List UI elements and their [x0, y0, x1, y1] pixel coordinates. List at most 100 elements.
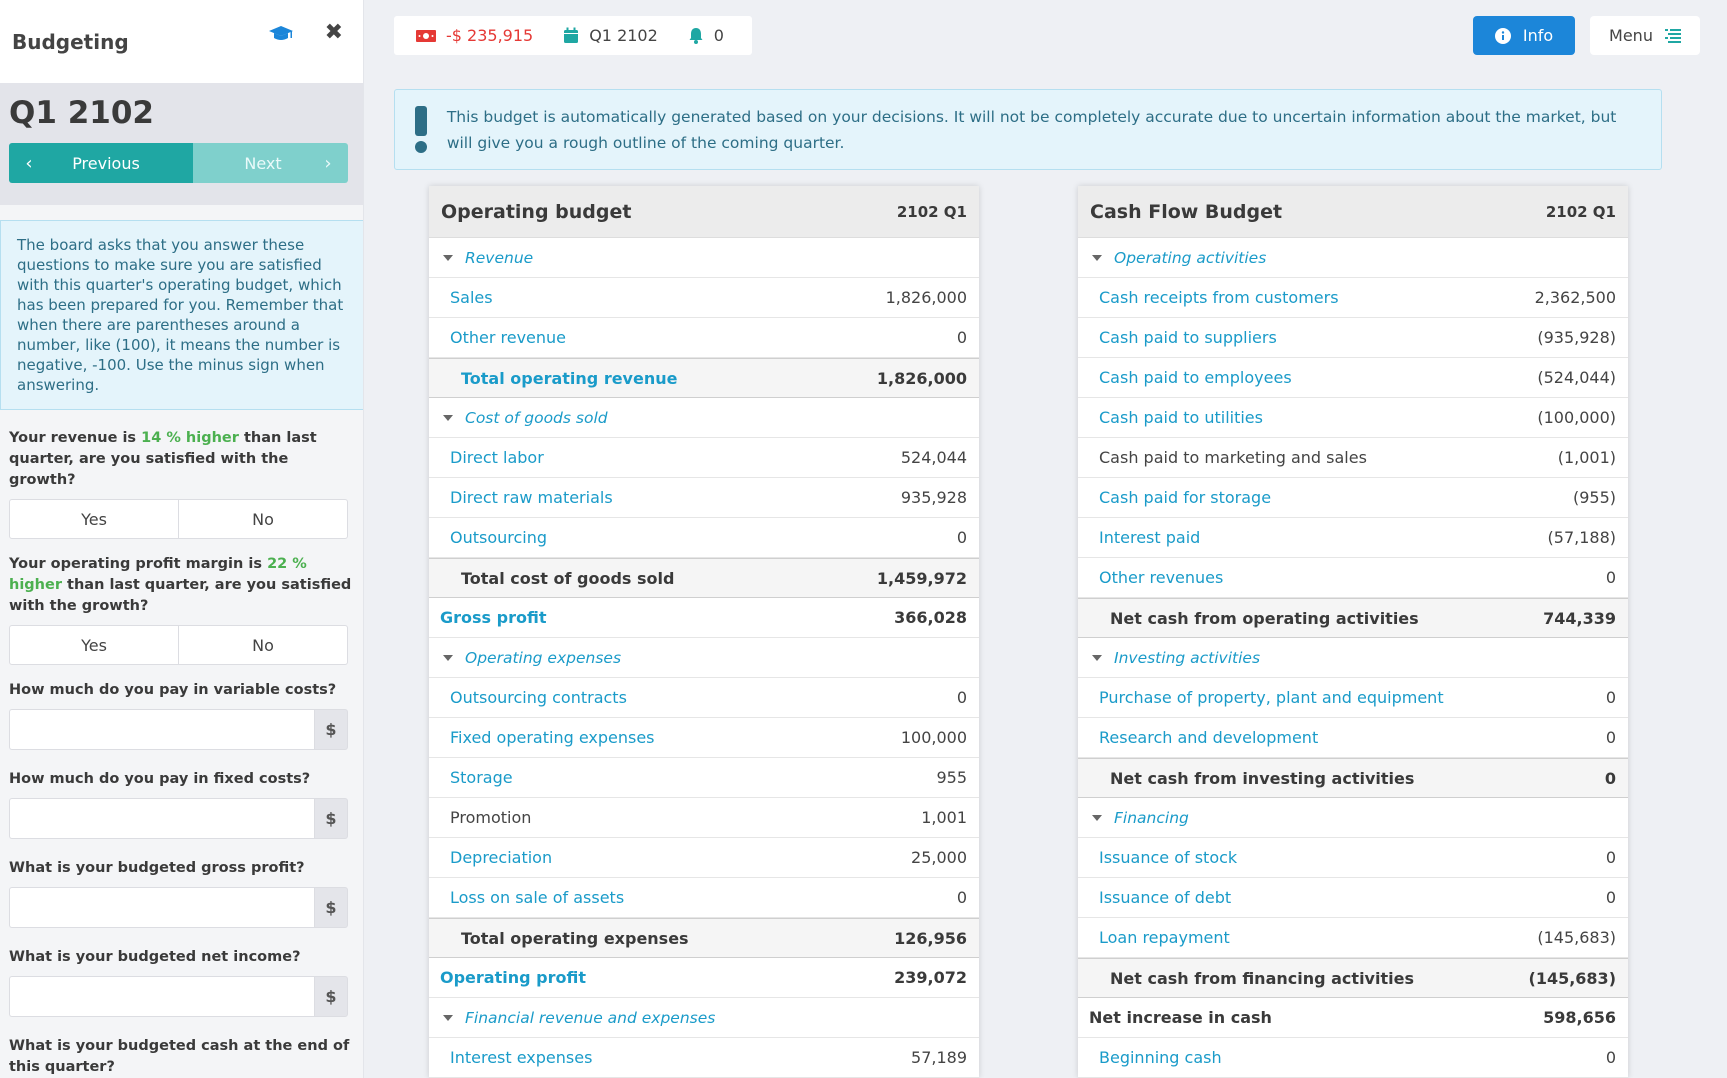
chevron-left-icon: ‹ [25, 152, 33, 174]
variable-costs-input[interactable] [9, 709, 314, 750]
money-bill-icon [416, 29, 436, 42]
section-financing[interactable]: Financing [1078, 798, 1628, 838]
row-link[interactable]: Other revenue [450, 328, 567, 347]
row-value: (935,928) [1537, 328, 1616, 347]
row-value: 366,028 [894, 608, 967, 627]
row-link[interactable]: Beginning cash [1099, 1048, 1222, 1067]
row-link[interactable]: Interest paid [1099, 528, 1201, 547]
row-link[interactable]: Outsourcing [450, 528, 548, 547]
quarter-block: Q1 2102 ‹ Previous Next › [0, 83, 363, 205]
section-operating-activities[interactable]: Operating activities [1078, 238, 1628, 278]
graduation-cap-icon[interactable] [269, 24, 293, 44]
row-link[interactable]: Other revenues [1099, 568, 1224, 587]
table-row: Storage 955 [429, 758, 979, 798]
previous-label: Previous [72, 153, 140, 173]
row-link[interactable]: Loan repayment [1099, 928, 1230, 947]
margin-no-button[interactable]: No [252, 635, 274, 655]
row-link[interactable]: Operating profit [440, 968, 586, 987]
row-link[interactable]: Issuance of stock [1099, 848, 1238, 867]
row-value: (145,683) [1537, 928, 1616, 947]
table-row: Cash paid to employees (524,044) [1078, 358, 1628, 398]
row-value: 1,001 [921, 808, 967, 827]
quarter-value: Q1 2102 [589, 26, 658, 45]
row-link[interactable]: Fixed operating expenses [450, 728, 655, 747]
row-link[interactable]: Direct labor [450, 448, 544, 467]
grand-row: Net increase in cash 598,656 [1078, 998, 1628, 1038]
row-link[interactable]: Gross profit [440, 608, 547, 627]
table-row: Cash receipts from customers 2,362,500 [1078, 278, 1628, 318]
caret-down-icon [1092, 654, 1102, 661]
margin-yes-button[interactable]: Yes [10, 626, 179, 664]
table-row: Purchase of property, plant and equipmen… [1078, 678, 1628, 718]
row-link[interactable]: Purchase of property, plant and equipmen… [1099, 688, 1444, 707]
row-value: 744,339 [1543, 608, 1616, 628]
table-row: Cash paid for storage (955) [1078, 478, 1628, 518]
row-link[interactable]: Cash receipts from customers [1099, 288, 1339, 307]
currency-addon: $ [314, 976, 348, 1017]
row-link[interactable]: Loss on sale of assets [450, 888, 625, 907]
section-financial[interactable]: Financial revenue and expenses [429, 998, 979, 1038]
row-label: Total operating expenses [461, 928, 689, 948]
row-link[interactable]: Depreciation [450, 848, 553, 867]
caret-down-icon [443, 654, 453, 661]
info-button[interactable]: Info [1473, 16, 1575, 55]
row-label: Total cost of goods sold [461, 568, 675, 588]
revenue-no-button[interactable]: No [252, 509, 274, 529]
table-row: Cash paid to suppliers (935,928) [1078, 318, 1628, 358]
table-row: Issuance of stock 0 [1078, 838, 1628, 878]
sidebar-title: Budgeting [12, 29, 129, 54]
section-investing-activities[interactable]: Investing activities [1078, 638, 1628, 678]
previous-button[interactable]: ‹ Previous [9, 143, 193, 183]
caret-down-icon [443, 1014, 453, 1021]
row-link[interactable]: Cash paid for storage [1099, 488, 1272, 507]
row-link[interactable]: Issuance of debt [1099, 888, 1232, 907]
question-gross-profit: What is your budgeted gross profit? [9, 860, 305, 876]
row-link[interactable]: Direct raw materials [450, 488, 613, 507]
notifications-stat[interactable]: 0 [688, 26, 724, 45]
question-net-income: What is your budgeted net income? [9, 949, 301, 965]
close-icon[interactable]: ✖ [324, 20, 343, 45]
row-value: 0 [1605, 848, 1616, 867]
row-value: 126,956 [894, 928, 967, 948]
row-link[interactable]: Storage [450, 768, 513, 787]
section-opex[interactable]: Operating expenses [429, 638, 979, 678]
row-value: (1,001) [1557, 448, 1616, 467]
next-button[interactable]: Next › [193, 143, 348, 183]
table-row: Cash paid to utilities (100,000) [1078, 398, 1628, 438]
row-value: (100,000) [1537, 408, 1616, 427]
row-link[interactable]: Interest expenses [450, 1048, 593, 1067]
caret-down-icon [1092, 814, 1102, 821]
section-revenue[interactable]: Revenue [429, 238, 979, 278]
row-label: Net cash from financing activities [1110, 968, 1414, 988]
row-link[interactable]: Sales [450, 288, 493, 307]
menu-button[interactable]: Menu [1590, 16, 1700, 55]
table-row: Other revenues 0 [1078, 558, 1628, 598]
row-link[interactable]: Cash paid to suppliers [1099, 328, 1277, 347]
row-value: 0 [1605, 688, 1616, 707]
row-link[interactable]: Cash paid to employees [1099, 368, 1292, 387]
table-row: Issuance of debt 0 [1078, 878, 1628, 918]
row-link[interactable]: Outsourcing contracts [450, 688, 627, 707]
gross-profit-group: $ [9, 887, 348, 928]
section-cogs[interactable]: Cost of goods sold [429, 398, 979, 438]
row-value: 239,072 [894, 968, 967, 987]
net-income-input[interactable] [9, 976, 314, 1017]
question-fixed-costs: How much do you pay in fixed costs? [9, 771, 311, 787]
gross-profit-input[interactable] [9, 887, 314, 928]
currency-addon: $ [314, 709, 348, 750]
revenue-yes-button[interactable]: Yes [10, 500, 179, 538]
row-link[interactable]: Total operating revenue [461, 368, 678, 388]
question-operating-margin: Your operating profit margin is 22 % hig… [9, 554, 354, 617]
panel-period: 2102 Q1 [1545, 202, 1616, 221]
row-label: Net cash from investing activities [1110, 768, 1415, 788]
table-row: Beginning cash 0 [1078, 1038, 1628, 1078]
table-row: Fixed operating expenses 100,000 [429, 718, 979, 758]
row-link[interactable]: Cash paid to utilities [1099, 408, 1263, 427]
fixed-costs-input[interactable] [9, 798, 314, 839]
row-link[interactable]: Research and development [1099, 728, 1319, 747]
row-value: (57,188) [1547, 528, 1616, 547]
question-text: than last quarter, are you satisfied wit… [9, 430, 317, 488]
panel-title: Cash Flow Budget [1090, 200, 1283, 223]
panel-period: 2102 Q1 [896, 202, 967, 221]
sidebar-header: Budgeting ✖ [0, 0, 363, 83]
